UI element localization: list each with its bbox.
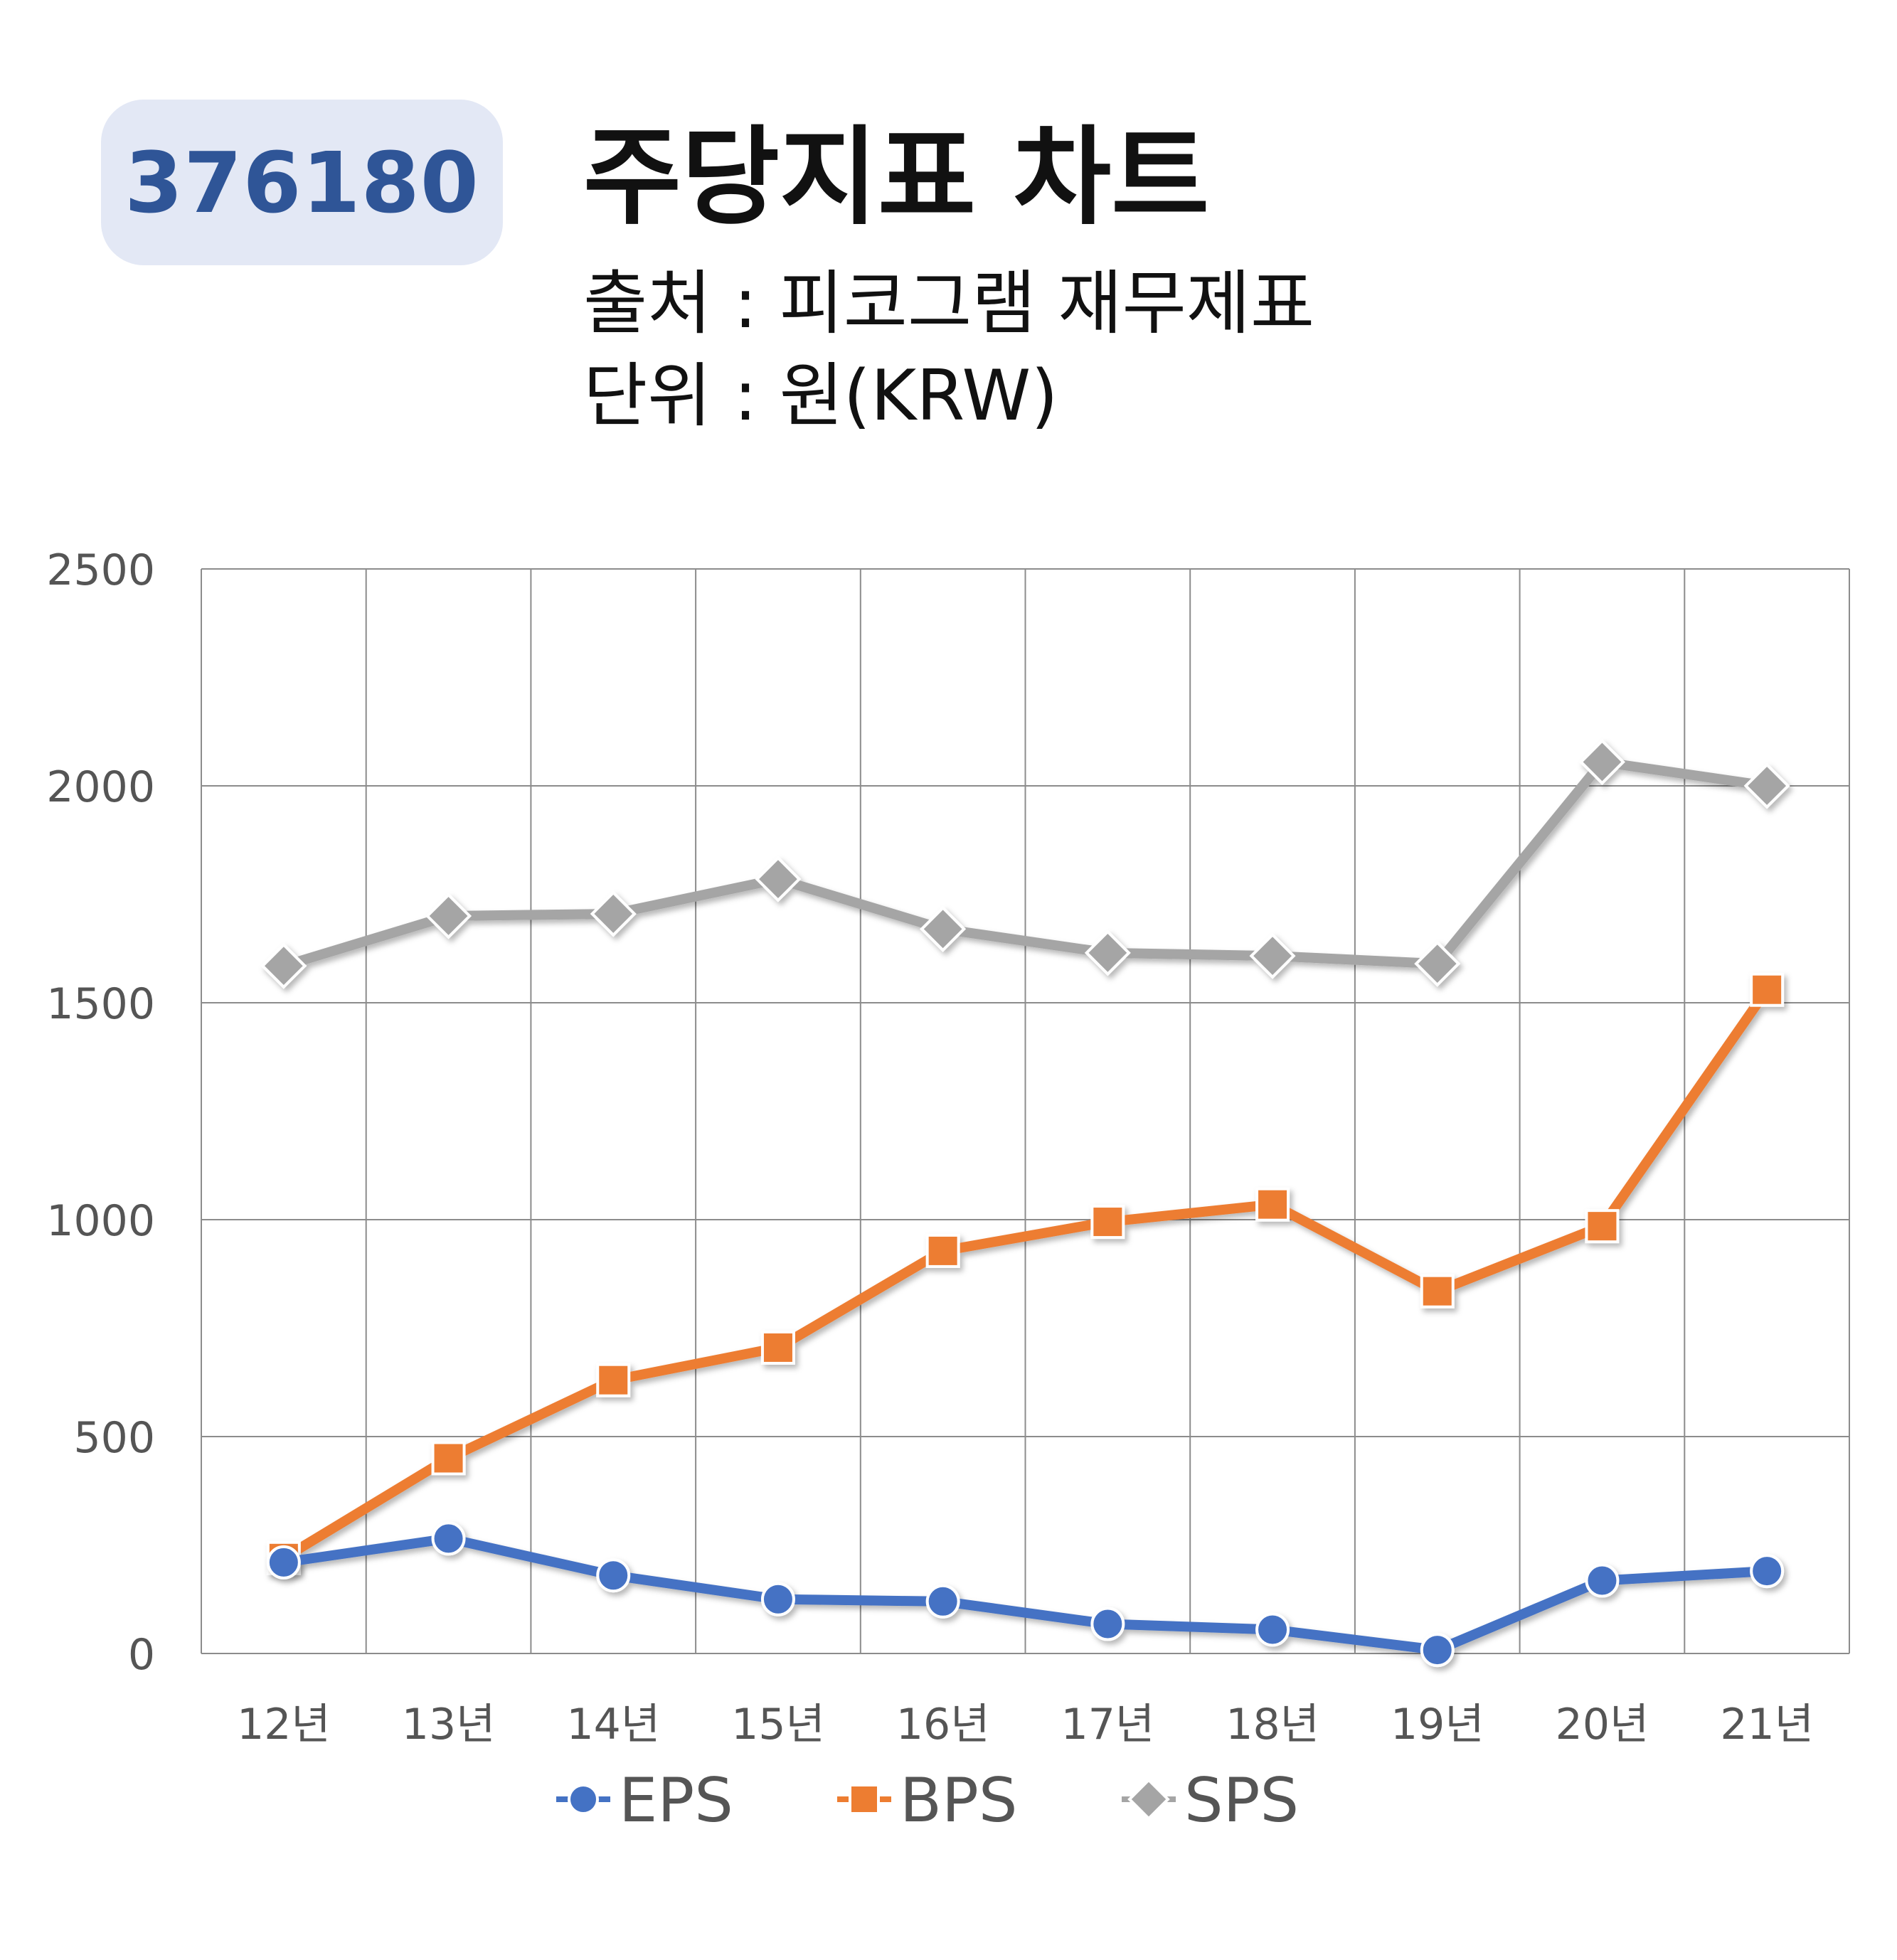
x-tick-label: 21년 — [1720, 1700, 1814, 1749]
sps-point — [425, 893, 472, 939]
chart-title: 주당지표 차트 — [583, 116, 1210, 240]
source-label: 출처 : 피코그램 재무제표 — [583, 263, 1315, 344]
unit-label: 단위 : 원(KRW) — [583, 356, 1058, 437]
sps-point — [1578, 738, 1625, 785]
sps-point — [1414, 940, 1461, 987]
legend-item-sps: SPS — [1122, 1765, 1299, 1836]
legend-label: BPS — [900, 1765, 1017, 1836]
bps-point — [1420, 1274, 1455, 1309]
grid — [201, 568, 1850, 1654]
eps-point — [1255, 1612, 1290, 1647]
y-axis-ticks: 0 500 1000 1500 2000 2500 — [46, 545, 155, 1680]
eps-point — [760, 1582, 795, 1617]
eps-line — [278, 1533, 1773, 1656]
x-tick-label: 12년 — [237, 1700, 331, 1749]
y-tick-label: 0 — [128, 1630, 155, 1680]
x-tick-label: 15년 — [731, 1700, 825, 1749]
sps-point — [260, 942, 307, 989]
series-eps — [266, 1521, 1785, 1668]
y-tick-label: 1500 — [46, 979, 155, 1029]
eps-point — [1750, 1554, 1785, 1589]
x-tick-label: 19년 — [1391, 1700, 1484, 1749]
eps-point — [1420, 1633, 1455, 1668]
eps-point — [266, 1545, 301, 1580]
sps-point — [1249, 932, 1296, 979]
legend-label: SPS — [1184, 1765, 1299, 1836]
eps-point — [431, 1521, 466, 1556]
eps-point — [1585, 1563, 1620, 1598]
bps-point — [1090, 1205, 1125, 1240]
stock-code-badge: 376180 — [101, 100, 503, 265]
x-axis-ticks: 12년 13년 14년 15년 16년 17년 18년 19년 20년 21년 — [237, 1700, 1814, 1749]
series-sps — [260, 738, 1790, 989]
sps-point — [1084, 930, 1131, 976]
bps-line — [278, 984, 1773, 1563]
legend: EPS BPS SPS — [556, 1765, 1299, 1836]
sps-point — [755, 856, 802, 902]
x-tick-label: 20년 — [1556, 1700, 1649, 1749]
legend-marker — [568, 1784, 599, 1815]
y-tick-label: 1000 — [46, 1196, 155, 1246]
x-tick-label: 18년 — [1226, 1700, 1319, 1749]
y-tick-label: 2000 — [46, 762, 155, 812]
legend-marker — [1127, 1778, 1170, 1821]
series-bps — [266, 972, 1785, 1575]
bps-point — [925, 1233, 960, 1268]
legend-marker — [849, 1784, 880, 1815]
sps-line — [278, 757, 1773, 971]
series — [260, 738, 1790, 1668]
y-tick-label: 500 — [73, 1413, 155, 1463]
eps-point — [925, 1584, 960, 1619]
x-tick-label: 14년 — [566, 1700, 660, 1749]
bps-point — [1255, 1187, 1290, 1222]
bps-point — [431, 1441, 466, 1476]
legend-item-eps: EPS — [556, 1765, 733, 1836]
legend-item-bps: BPS — [837, 1765, 1017, 1836]
legend-label: EPS — [619, 1765, 733, 1836]
y-tick-label: 2500 — [46, 545, 155, 595]
bps-point — [1750, 972, 1785, 1007]
x-tick-label: 16년 — [896, 1700, 990, 1749]
x-tick-label: 17년 — [1061, 1700, 1155, 1749]
eps-point — [1090, 1607, 1125, 1641]
x-tick-label: 13년 — [402, 1700, 496, 1749]
bps-point — [760, 1330, 795, 1365]
eps-point — [596, 1558, 631, 1593]
sps-point — [590, 890, 637, 937]
bps-point — [1585, 1209, 1620, 1244]
sps-point — [1743, 762, 1790, 809]
bps-point — [596, 1363, 631, 1397]
sps-point — [920, 905, 967, 952]
